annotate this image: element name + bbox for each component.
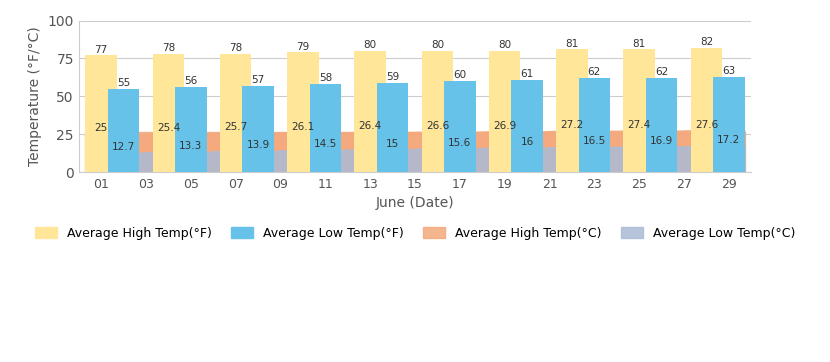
Bar	[422, 51, 453, 172]
Bar	[556, 49, 588, 172]
Text: 61: 61	[520, 69, 534, 79]
Text: 14.5: 14.5	[314, 139, 337, 150]
Text: 13.3: 13.3	[179, 141, 203, 151]
Text: 60: 60	[453, 70, 466, 80]
Bar	[623, 49, 655, 172]
Text: 57: 57	[251, 75, 265, 85]
Bar	[220, 54, 251, 172]
Text: 79: 79	[296, 42, 310, 51]
Text: 58: 58	[319, 73, 332, 83]
Text: 27.6: 27.6	[695, 119, 718, 130]
Text: 27.4: 27.4	[627, 120, 651, 130]
Legend: Average High Temp(°F), Average Low Temp(°F), Average High Temp(°C), Average Low : Average High Temp(°F), Average Low Temp(…	[30, 222, 800, 245]
Bar	[691, 48, 722, 172]
Text: 26.6: 26.6	[426, 121, 449, 131]
Text: 26.4: 26.4	[359, 121, 382, 131]
Text: 77: 77	[95, 45, 108, 55]
Bar	[153, 54, 184, 172]
Text: 55: 55	[117, 78, 130, 88]
Text: 13.9: 13.9	[247, 140, 270, 150]
Bar	[646, 78, 677, 172]
Bar	[511, 80, 543, 172]
Bar	[108, 89, 139, 172]
Bar	[579, 78, 610, 172]
Bar	[287, 52, 319, 172]
Bar	[713, 77, 745, 172]
Text: 27.2: 27.2	[560, 120, 583, 130]
Bar	[377, 83, 408, 172]
Text: 16.5: 16.5	[583, 136, 606, 146]
Text: 15.6: 15.6	[448, 138, 471, 148]
Text: 12.7: 12.7	[112, 142, 135, 152]
Text: 25.7: 25.7	[224, 122, 247, 132]
Bar	[310, 84, 341, 172]
Text: 16: 16	[520, 137, 534, 147]
Bar	[85, 55, 117, 172]
Y-axis label: Temperature (°F/°C): Temperature (°F/°C)	[28, 26, 42, 166]
Text: 81: 81	[632, 38, 646, 49]
Text: 80: 80	[498, 40, 511, 50]
Text: 63: 63	[722, 66, 735, 76]
Text: 17.2: 17.2	[717, 135, 740, 145]
Bar	[242, 86, 274, 172]
Bar	[175, 87, 207, 172]
Bar	[489, 51, 520, 172]
X-axis label: June (Date): June (Date)	[376, 196, 454, 210]
Text: 62: 62	[655, 67, 668, 77]
Text: 26.9: 26.9	[493, 121, 516, 131]
Text: 59: 59	[386, 72, 399, 82]
Text: 25.4: 25.4	[157, 123, 180, 133]
Text: 81: 81	[565, 38, 579, 49]
Text: 15: 15	[386, 139, 399, 149]
Text: 25: 25	[95, 123, 108, 134]
Text: 16.9: 16.9	[650, 136, 673, 146]
Text: 62: 62	[588, 67, 601, 77]
Text: 78: 78	[162, 43, 175, 53]
Text: 56: 56	[184, 76, 198, 87]
Text: 80: 80	[431, 40, 444, 50]
Text: 26.1: 26.1	[291, 122, 315, 132]
Bar	[444, 81, 476, 172]
Bar	[354, 51, 386, 172]
Text: 82: 82	[700, 37, 713, 47]
Text: 80: 80	[364, 40, 377, 50]
Text: 78: 78	[229, 43, 242, 53]
